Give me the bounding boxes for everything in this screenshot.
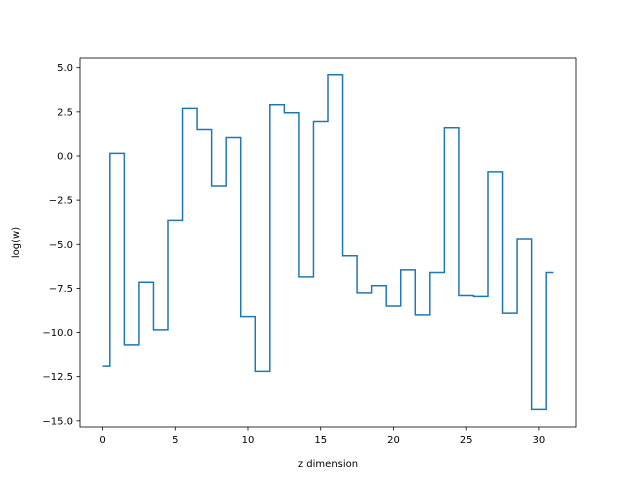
y-axis-label: log(w) [11, 227, 22, 258]
y-tick-label: 5.0 [57, 63, 73, 74]
axes-frame [79, 57, 577, 428]
x-tick-label: 20 [387, 435, 400, 446]
y-tick-label: −5.0 [49, 240, 73, 251]
x-tick-label: 30 [533, 435, 546, 446]
y-tick-label: −15.0 [42, 416, 73, 427]
x-tick-label: 15 [314, 435, 327, 446]
x-tick-label: 0 [99, 435, 105, 446]
y-tick-label: −2.5 [49, 196, 73, 207]
x-tick-label: 5 [172, 435, 178, 446]
plot-area [102, 74, 554, 411]
x-axis: 0 5 10 15 20 25 30 [99, 427, 545, 446]
y-tick-label: −10.0 [42, 328, 73, 339]
y-tick-label: −7.5 [49, 284, 73, 295]
x-tick-label: 25 [460, 435, 473, 446]
x-tick-label: 10 [242, 435, 255, 446]
x-axis-label: z dimension [298, 459, 358, 470]
y-axis: −15.0 −12.5 −10.0 −7.5 −5.0 −2.5 0.0 2.5 5.0 [42, 63, 80, 427]
series-line [102, 74, 554, 411]
y-tick-label: 0.0 [57, 151, 73, 162]
y-tick-label: −12.5 [42, 372, 73, 383]
y-tick-label: 2.5 [57, 107, 73, 118]
